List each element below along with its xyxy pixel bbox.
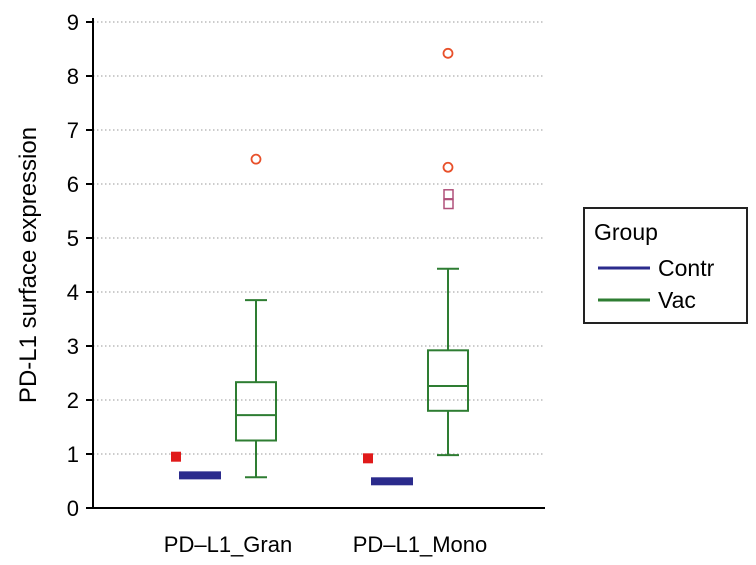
box-body bbox=[235, 381, 277, 442]
outlier-marks bbox=[171, 47, 454, 464]
y-tick-label: 5 bbox=[67, 226, 79, 251]
y-tick-label: 8 bbox=[67, 64, 79, 89]
axes bbox=[86, 18, 545, 509]
outlier-point bbox=[250, 153, 262, 165]
y-tick-label: 2 bbox=[67, 388, 79, 413]
legend-label-contr: Contr bbox=[658, 255, 715, 281]
outlier-point bbox=[443, 189, 454, 200]
box-vac bbox=[427, 267, 469, 457]
y-tick-label: 0 bbox=[67, 496, 79, 521]
box-contr bbox=[371, 477, 413, 486]
x-tick-label: PD–L1_Mono bbox=[353, 532, 488, 557]
box-vac bbox=[235, 299, 277, 479]
y-tick-labels: 0 1 2 3 4 5 6 7 8 9 bbox=[67, 10, 79, 521]
y-tick-label: 3 bbox=[67, 334, 79, 359]
y-tick-label: 1 bbox=[67, 442, 79, 467]
box-body bbox=[427, 349, 469, 412]
legend: Group Contr Vac bbox=[583, 207, 748, 324]
outlier-point bbox=[363, 453, 373, 464]
y-tick-label: 7 bbox=[67, 118, 79, 143]
legend-frame bbox=[583, 207, 748, 324]
outlier-point bbox=[442, 47, 454, 59]
box-marks bbox=[179, 267, 469, 486]
outlier-point bbox=[442, 161, 454, 173]
x-tick-label: PD–L1_Gran bbox=[164, 532, 292, 557]
legend-label-vac: Vac bbox=[658, 287, 696, 313]
y-tick-label: 9 bbox=[67, 10, 79, 35]
x-tick-labels: PD–L1_Gran PD–L1_Mono bbox=[164, 532, 487, 557]
box-contr bbox=[179, 471, 221, 480]
y-tick-label: 6 bbox=[67, 172, 79, 197]
y-axis-title: PD-L1 surface expression bbox=[15, 127, 42, 403]
grid-lines bbox=[93, 21, 545, 455]
y-tick-label: 4 bbox=[67, 280, 79, 305]
outlier-point bbox=[443, 198, 454, 210]
outlier-point bbox=[171, 451, 181, 462]
legend-title: Group bbox=[594, 219, 658, 245]
